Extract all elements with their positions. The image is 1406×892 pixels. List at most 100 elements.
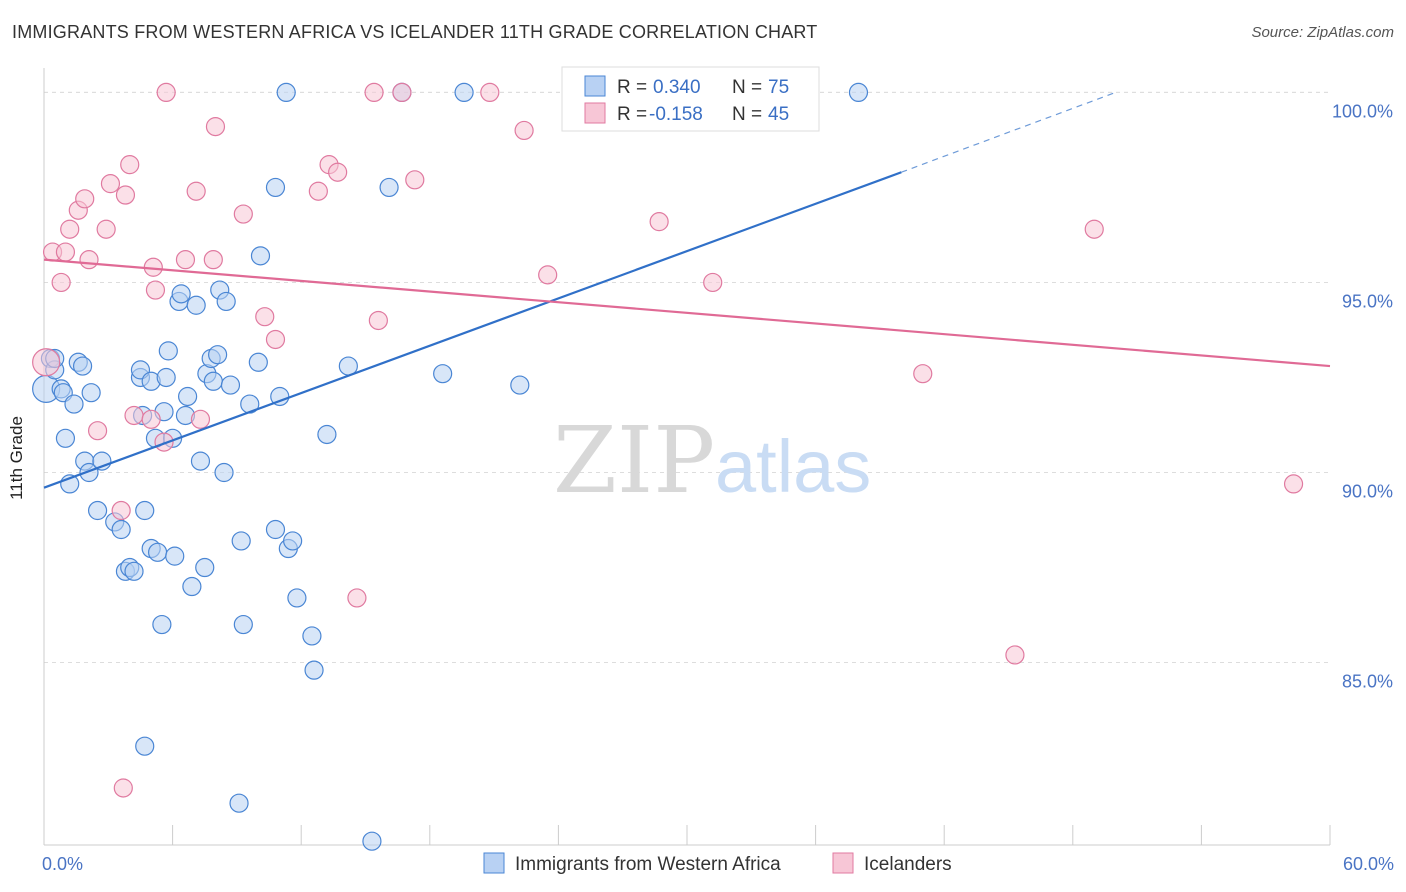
point-immigrants-24 bbox=[135, 500, 155, 521]
legend-swatch-pink bbox=[584, 102, 606, 124]
point-icelanders-45 bbox=[1283, 474, 1304, 494]
legend-bottom-swatch-pink bbox=[832, 852, 854, 874]
point-icelanders-34 bbox=[368, 310, 388, 331]
point-immigrants-17 bbox=[111, 519, 131, 540]
point-icelanders-39 bbox=[538, 265, 558, 285]
point-immigrants-31 bbox=[156, 367, 176, 388]
point-icelanders-9 bbox=[96, 219, 116, 239]
point-icelanders-38 bbox=[514, 120, 534, 141]
legend-r-label-pink: R = bbox=[617, 104, 647, 125]
axes bbox=[43, 68, 1331, 846]
y-tick-labels: 85.0% 90.0% 95.0% 100.0% bbox=[1332, 101, 1393, 691]
legend-bottom-swatch-blue bbox=[483, 852, 505, 874]
point-immigrants-75 bbox=[276, 82, 296, 103]
legend-n-value-pink: 45 bbox=[768, 104, 789, 125]
legend-bottom-label-blue: Immigrants from Western Africa bbox=[515, 854, 781, 875]
point-immigrants-57 bbox=[265, 519, 286, 540]
point-immigrants-42 bbox=[195, 557, 215, 578]
legend-swatch-blue bbox=[584, 75, 606, 97]
point-immigrants-51 bbox=[231, 531, 251, 551]
point-immigrants-40 bbox=[186, 295, 206, 315]
point-icelanders-32 bbox=[347, 588, 367, 608]
legend-n-label-pink: N = bbox=[732, 104, 762, 125]
y-axis-label: 11th Grade bbox=[7, 416, 26, 500]
point-icelanders-18 bbox=[145, 280, 166, 300]
point-immigrants-20 bbox=[124, 561, 144, 581]
point-immigrants-66 bbox=[362, 831, 382, 851]
legend-bottom-label-pink: Icelanders bbox=[864, 854, 952, 875]
trend-line-immigrants bbox=[43, 171, 902, 489]
point-immigrants-55 bbox=[250, 246, 271, 266]
point-icelanders-15 bbox=[124, 405, 144, 426]
point-icelanders-42 bbox=[913, 364, 933, 384]
point-immigrants-39 bbox=[182, 576, 202, 597]
point-icelanders-16 bbox=[141, 409, 161, 429]
point-immigrants-61 bbox=[287, 588, 307, 608]
point-icelanders-27 bbox=[255, 307, 275, 327]
legend-top: R = 0.340 N = 75 R = -0.158 N = 45 bbox=[561, 66, 820, 132]
point-icelanders-2 bbox=[51, 272, 71, 293]
point-immigrants-34 bbox=[165, 546, 185, 566]
point-icelanders-20 bbox=[156, 82, 176, 103]
point-icelanders-37 bbox=[480, 82, 500, 103]
point-icelanders-41 bbox=[703, 272, 723, 293]
point-icelanders-3 bbox=[55, 242, 76, 262]
point-icelanders-40 bbox=[649, 212, 669, 232]
point-icelanders-25 bbox=[205, 117, 226, 137]
legend-r-label-blue: R = bbox=[617, 77, 647, 98]
point-icelanders-35 bbox=[392, 82, 412, 103]
watermark-zip: ZIP bbox=[553, 407, 715, 514]
point-icelanders-14 bbox=[120, 155, 140, 175]
point-immigrants-38 bbox=[178, 386, 198, 407]
y-tick-label-3: 100.0% bbox=[1332, 101, 1393, 121]
legend-bottom: Immigrants from Western Africa Icelander… bbox=[483, 852, 952, 875]
point-icelanders-33 bbox=[364, 82, 384, 103]
point-immigrants-64 bbox=[317, 424, 337, 445]
point-icelanders-26 bbox=[233, 204, 253, 224]
point-icelanders-0 bbox=[32, 348, 61, 377]
point-immigrants-29 bbox=[152, 614, 172, 635]
point-immigrants-69 bbox=[433, 364, 453, 384]
point-icelanders-8 bbox=[87, 421, 108, 441]
point-icelanders-43 bbox=[1005, 645, 1025, 665]
point-immigrants-10 bbox=[72, 356, 93, 376]
legend-r-value-blue: 0.340 bbox=[653, 77, 701, 98]
gridlines bbox=[44, 91, 1330, 664]
point-icelanders-19 bbox=[154, 432, 174, 452]
point-immigrants-32 bbox=[158, 341, 178, 361]
x-tick-label-min: 0.0% bbox=[42, 854, 83, 874]
point-immigrants-71 bbox=[510, 375, 530, 395]
point-icelanders-11 bbox=[111, 500, 131, 521]
watermark: ZIP atlas bbox=[553, 407, 871, 514]
point-icelanders-29 bbox=[308, 181, 328, 201]
point-immigrants-45 bbox=[203, 371, 223, 391]
chart-title: IMMIGRANTS FROM WESTERN AFRICA VS ICELAN… bbox=[12, 22, 818, 42]
point-immigrants-54 bbox=[248, 352, 268, 372]
point-icelanders-36 bbox=[405, 170, 425, 190]
point-icelanders-23 bbox=[190, 409, 211, 429]
point-icelanders-10 bbox=[100, 174, 121, 194]
point-immigrants-8 bbox=[64, 394, 84, 414]
point-icelanders-31 bbox=[328, 162, 348, 182]
point-immigrants-74 bbox=[848, 82, 869, 103]
y-tick-label-2: 95.0% bbox=[1342, 291, 1393, 311]
point-icelanders-28 bbox=[265, 329, 286, 350]
point-icelanders-21 bbox=[175, 250, 196, 270]
point-immigrants-14 bbox=[87, 500, 108, 521]
point-immigrants-63 bbox=[304, 660, 324, 680]
point-immigrants-77 bbox=[229, 793, 249, 813]
point-immigrants-76 bbox=[135, 736, 155, 756]
point-immigrants-13 bbox=[81, 383, 101, 403]
point-icelanders-12 bbox=[113, 778, 133, 798]
y-tick-label-1: 90.0% bbox=[1342, 482, 1393, 502]
source-credit: Source: ZipAtlas.com bbox=[1251, 24, 1394, 41]
trend-line-icelanders bbox=[43, 258, 1331, 368]
point-immigrants-62 bbox=[302, 626, 322, 646]
point-immigrants-70 bbox=[454, 82, 474, 103]
legend-n-label-blue: N = bbox=[732, 77, 762, 98]
x-tick-label-max: 60.0% bbox=[1343, 854, 1394, 874]
legend-r-value-pink: -0.158 bbox=[649, 104, 703, 125]
trend-line-immigrants-extension bbox=[901, 91, 1116, 173]
point-icelanders-22 bbox=[186, 181, 206, 201]
